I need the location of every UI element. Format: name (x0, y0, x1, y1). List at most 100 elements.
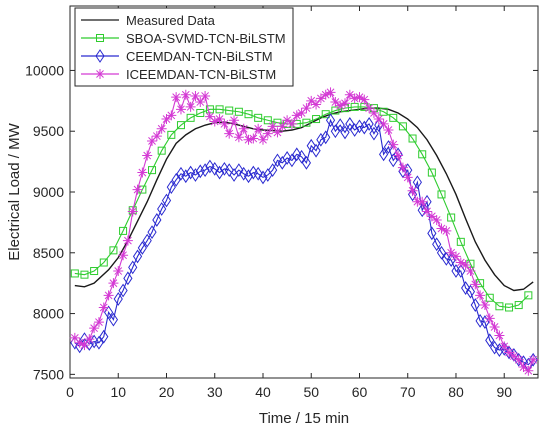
data-point (127, 206, 138, 217)
x-tick-label: 0 (66, 384, 74, 400)
data-point (441, 225, 452, 236)
data-point (349, 93, 360, 104)
y-tick-label: 9000 (33, 184, 64, 200)
data-point (518, 362, 529, 373)
data-point (350, 102, 359, 111)
data-point (234, 163, 244, 178)
data-point (142, 150, 153, 161)
data-point (224, 128, 235, 139)
data-point (359, 120, 369, 135)
series-layer (69, 87, 539, 376)
data-point (407, 185, 418, 196)
data-point (402, 172, 413, 183)
data-point (167, 130, 176, 139)
series-line (74, 107, 534, 292)
data-point (98, 302, 109, 313)
data-point (426, 211, 437, 222)
data-point (108, 312, 119, 327)
data-point (407, 187, 418, 202)
data-point (171, 92, 182, 103)
data-point (340, 125, 350, 140)
x-tick-label: 70 (400, 384, 416, 400)
data-point (190, 168, 201, 182)
data-point (181, 169, 191, 184)
data-point (186, 165, 196, 180)
data-point (99, 258, 108, 267)
data-point (508, 351, 519, 362)
data-point (137, 241, 147, 255)
data-point (214, 114, 225, 125)
data-point (436, 223, 447, 234)
data-point (354, 92, 365, 103)
data-point (94, 335, 104, 350)
data-point (195, 164, 205, 179)
data-point (225, 106, 234, 115)
data-point (156, 123, 167, 134)
data-point (200, 90, 211, 101)
x-tick-label: 90 (496, 384, 512, 400)
data-point (258, 170, 268, 185)
data-point (470, 298, 480, 312)
data-point (465, 284, 476, 299)
legend-label: SBOA-SVMD-TCN-BiLSTM (126, 31, 286, 46)
data-point (524, 291, 533, 300)
data-point (489, 321, 500, 332)
data-point (277, 121, 288, 132)
data-point (378, 118, 389, 129)
data-point (455, 257, 466, 268)
data-point (282, 115, 293, 126)
y-tick-label: 7500 (33, 366, 64, 382)
data-point (287, 153, 297, 168)
data-point (239, 166, 249, 181)
data-point (431, 214, 442, 225)
legend-box (74, 7, 294, 87)
data-point (412, 175, 422, 190)
data-point (368, 107, 379, 118)
data-point (364, 117, 374, 131)
data-point (369, 126, 379, 141)
data-point (330, 124, 340, 139)
data-point (494, 330, 505, 341)
data-point (311, 99, 322, 110)
legend: Measured Data SBOA-SVMD-TCN-BiLSTM CEEMDAN… (74, 7, 294, 87)
data-point (513, 354, 524, 365)
data-point (296, 149, 307, 164)
data-point (335, 118, 345, 133)
data-point (282, 151, 292, 165)
data-point (148, 166, 157, 175)
data-point (306, 138, 316, 153)
x-axis-label: Time / 15 min (259, 410, 349, 427)
data-point (161, 193, 172, 208)
x-tick-label: 80 (448, 384, 464, 400)
data-point (388, 139, 399, 150)
axes: 0 10 20 30 40 50 60 70 80 90 7500 8000 8500 9000 9500 1… (25, 6, 538, 400)
data-point (109, 246, 118, 255)
data-point (450, 251, 461, 262)
data-point (418, 150, 427, 159)
data-point (330, 97, 341, 108)
data-point (417, 196, 428, 207)
data-point (263, 116, 272, 125)
data-point (389, 113, 398, 122)
data-point (157, 146, 166, 155)
data-point (489, 340, 500, 355)
data-point (93, 317, 104, 328)
data-point (505, 303, 514, 312)
data-point (195, 97, 206, 108)
data-point (504, 347, 515, 358)
data-point (142, 233, 152, 248)
data-point (286, 118, 297, 129)
data-point (485, 293, 494, 302)
data-point (350, 123, 360, 137)
data-point (398, 122, 407, 131)
data-point (123, 271, 133, 286)
data-point (393, 150, 404, 161)
x-tick-label: 40 (255, 384, 271, 400)
data-point (301, 103, 312, 114)
data-point (461, 281, 471, 295)
data-point (514, 301, 523, 310)
data-point (325, 87, 336, 98)
data-point (340, 98, 351, 109)
data-point (103, 290, 114, 301)
